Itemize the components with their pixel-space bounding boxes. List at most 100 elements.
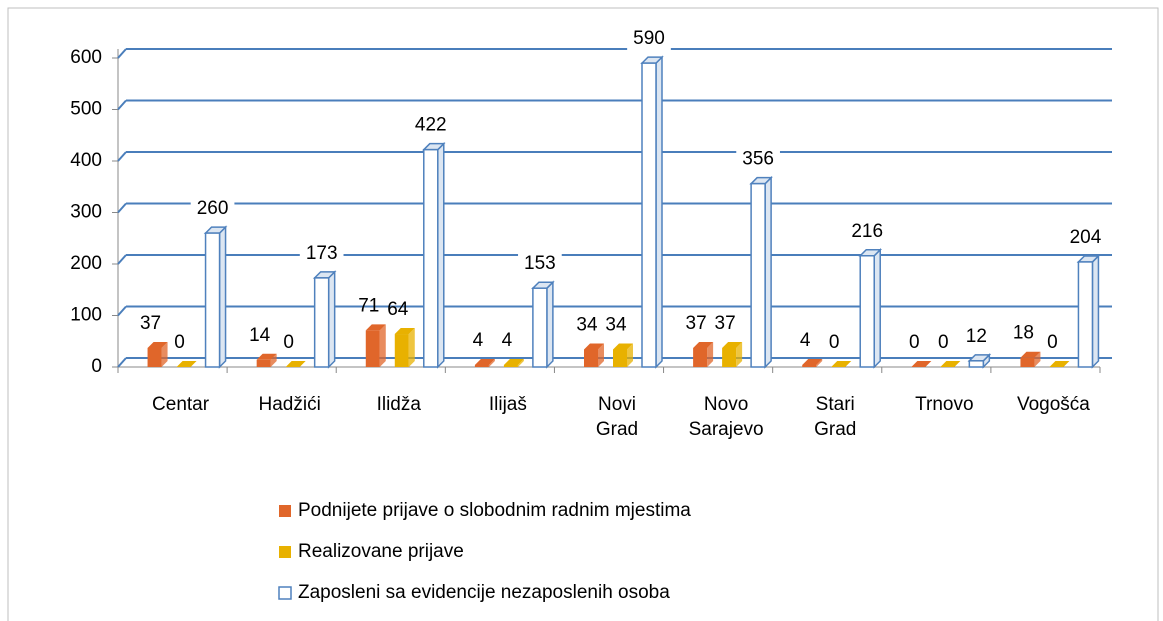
bar-side bbox=[627, 343, 633, 367]
bar bbox=[503, 364, 518, 367]
bar bbox=[968, 360, 985, 368]
value-label-bg bbox=[1063, 223, 1108, 251]
value-label: 356 bbox=[742, 149, 774, 170]
value-label: 204 bbox=[1070, 227, 1102, 248]
bar-side bbox=[218, 225, 227, 369]
legend-swatch bbox=[279, 546, 291, 558]
y-tick-label: 500 bbox=[70, 99, 102, 120]
bar-top bbox=[693, 341, 714, 348]
bar-side bbox=[379, 324, 386, 367]
bar-side bbox=[161, 341, 168, 367]
bar-top bbox=[365, 324, 386, 331]
bar-side bbox=[327, 270, 336, 369]
bar-side bbox=[1091, 254, 1100, 369]
bar bbox=[584, 349, 598, 367]
bar-top bbox=[722, 341, 743, 348]
bar bbox=[693, 347, 708, 367]
bar bbox=[256, 359, 271, 367]
grid-depth bbox=[117, 254, 127, 265]
bar bbox=[859, 255, 875, 368]
bar-top bbox=[1020, 351, 1041, 358]
value-label: 14 bbox=[249, 325, 271, 346]
value-label: 422 bbox=[415, 115, 447, 136]
bar-side bbox=[764, 175, 772, 369]
value-label-bg bbox=[190, 195, 235, 223]
bar bbox=[750, 182, 766, 368]
x-tick-label: Trnovo bbox=[915, 394, 974, 415]
x-tick-label: Ilidža bbox=[376, 394, 421, 415]
bar bbox=[641, 62, 657, 368]
y-tick-label: 0 bbox=[91, 356, 102, 377]
bar bbox=[722, 347, 737, 367]
y-tick-label: 100 bbox=[70, 305, 102, 326]
bar-top bbox=[940, 361, 961, 367]
bar-top bbox=[176, 361, 197, 367]
grid-depth bbox=[117, 305, 127, 317]
bar bbox=[313, 277, 330, 368]
bar-top bbox=[285, 361, 306, 367]
value-label: 173 bbox=[306, 243, 338, 264]
value-label: 0 bbox=[283, 332, 294, 353]
value-label-bg bbox=[845, 217, 890, 245]
bar bbox=[613, 349, 627, 367]
value-label-bg bbox=[959, 322, 993, 350]
value-label-bg bbox=[408, 111, 453, 139]
x-tick-label: Hadžići bbox=[258, 394, 321, 415]
value-label: 0 bbox=[909, 332, 920, 353]
bar-side bbox=[655, 55, 663, 369]
bar-top bbox=[394, 328, 415, 335]
y-tick-label: 600 bbox=[70, 47, 102, 68]
value-label: 4 bbox=[473, 330, 484, 351]
bar-side bbox=[598, 343, 604, 367]
value-label-bg bbox=[518, 250, 562, 278]
bar-side bbox=[816, 358, 823, 367]
value-label: 4 bbox=[800, 330, 811, 351]
value-label: 64 bbox=[387, 299, 409, 320]
value-label: 12 bbox=[966, 326, 987, 347]
value-label: 0 bbox=[1047, 332, 1058, 353]
value-label: 4 bbox=[502, 330, 513, 351]
bar bbox=[147, 347, 162, 367]
bar-top bbox=[584, 343, 604, 350]
bar-side bbox=[488, 358, 495, 367]
legend-label: Podnijete prijave o slobodnim radnim mje… bbox=[298, 500, 691, 521]
value-label: 0 bbox=[938, 332, 949, 353]
bar bbox=[423, 148, 439, 368]
legend-swatch bbox=[279, 505, 291, 517]
value-label-bg bbox=[627, 25, 671, 53]
legend-swatch bbox=[278, 586, 292, 600]
value-label: 37 bbox=[140, 313, 161, 334]
bar-side bbox=[873, 247, 881, 369]
grid-depth bbox=[117, 202, 127, 214]
value-label: 153 bbox=[524, 253, 556, 274]
value-label: 37 bbox=[715, 313, 736, 334]
y-tick-label: 400 bbox=[70, 150, 102, 171]
bar bbox=[394, 334, 409, 367]
value-label: 590 bbox=[633, 28, 665, 49]
bar-top bbox=[911, 361, 932, 367]
bar bbox=[204, 232, 221, 368]
value-label: 216 bbox=[851, 221, 883, 242]
bar bbox=[1020, 357, 1035, 367]
bar bbox=[532, 287, 548, 368]
value-label: 0 bbox=[174, 332, 185, 353]
grid-depth bbox=[117, 151, 127, 162]
bar bbox=[1077, 261, 1094, 368]
x-tick-label: Novo Sarajevo bbox=[688, 394, 764, 440]
value-label: 71 bbox=[358, 295, 379, 316]
bar-top bbox=[831, 361, 852, 367]
bar-top bbox=[503, 358, 524, 365]
legend-label: Zaposleni sa evidencije nezaposlenih oso… bbox=[298, 582, 670, 603]
bar-side bbox=[1034, 351, 1041, 367]
value-label: 37 bbox=[686, 313, 707, 334]
y-tick-label: 300 bbox=[70, 202, 102, 223]
bar bbox=[365, 330, 380, 367]
value-label-bg bbox=[299, 239, 344, 267]
bar-top bbox=[1049, 361, 1070, 367]
bar bbox=[474, 364, 489, 367]
value-label: 260 bbox=[197, 198, 229, 219]
bar-side bbox=[408, 328, 415, 367]
bar-side bbox=[707, 341, 714, 367]
